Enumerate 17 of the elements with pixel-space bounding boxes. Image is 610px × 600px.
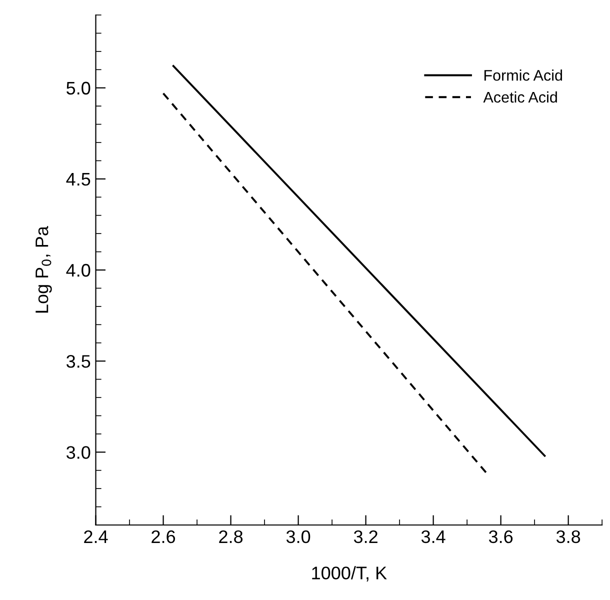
y-axis-title: Log P$_{0}$, Pa: [36, 226, 52, 313]
legend-label: Formic Acid: [484, 70, 562, 81]
x-tick-label: 3.2: [354, 530, 378, 544]
y-tick-label: 4.0: [66, 264, 90, 277]
x-axis-title: 1000/T, K: [312, 566, 387, 582]
x-tick-label: 3.8: [556, 530, 580, 544]
x-tick-label: 2.4: [84, 530, 108, 543]
x-tick-label: 2.6: [152, 530, 176, 544]
x-tick-label: 3.0: [286, 530, 310, 544]
y-tick-label: 4.5: [66, 173, 90, 186]
y-tick-label: 3.0: [66, 446, 90, 459]
y-tick-label: 3.5: [66, 355, 90, 368]
x-tick-label: 3.6: [488, 530, 513, 544]
x-tick-label: 3.4: [421, 530, 446, 544]
x-tick-label: 2.8: [219, 530, 243, 544]
legend-label: Acetic Acid: [483, 91, 557, 103]
y-tick-label: 5.0: [66, 82, 90, 95]
